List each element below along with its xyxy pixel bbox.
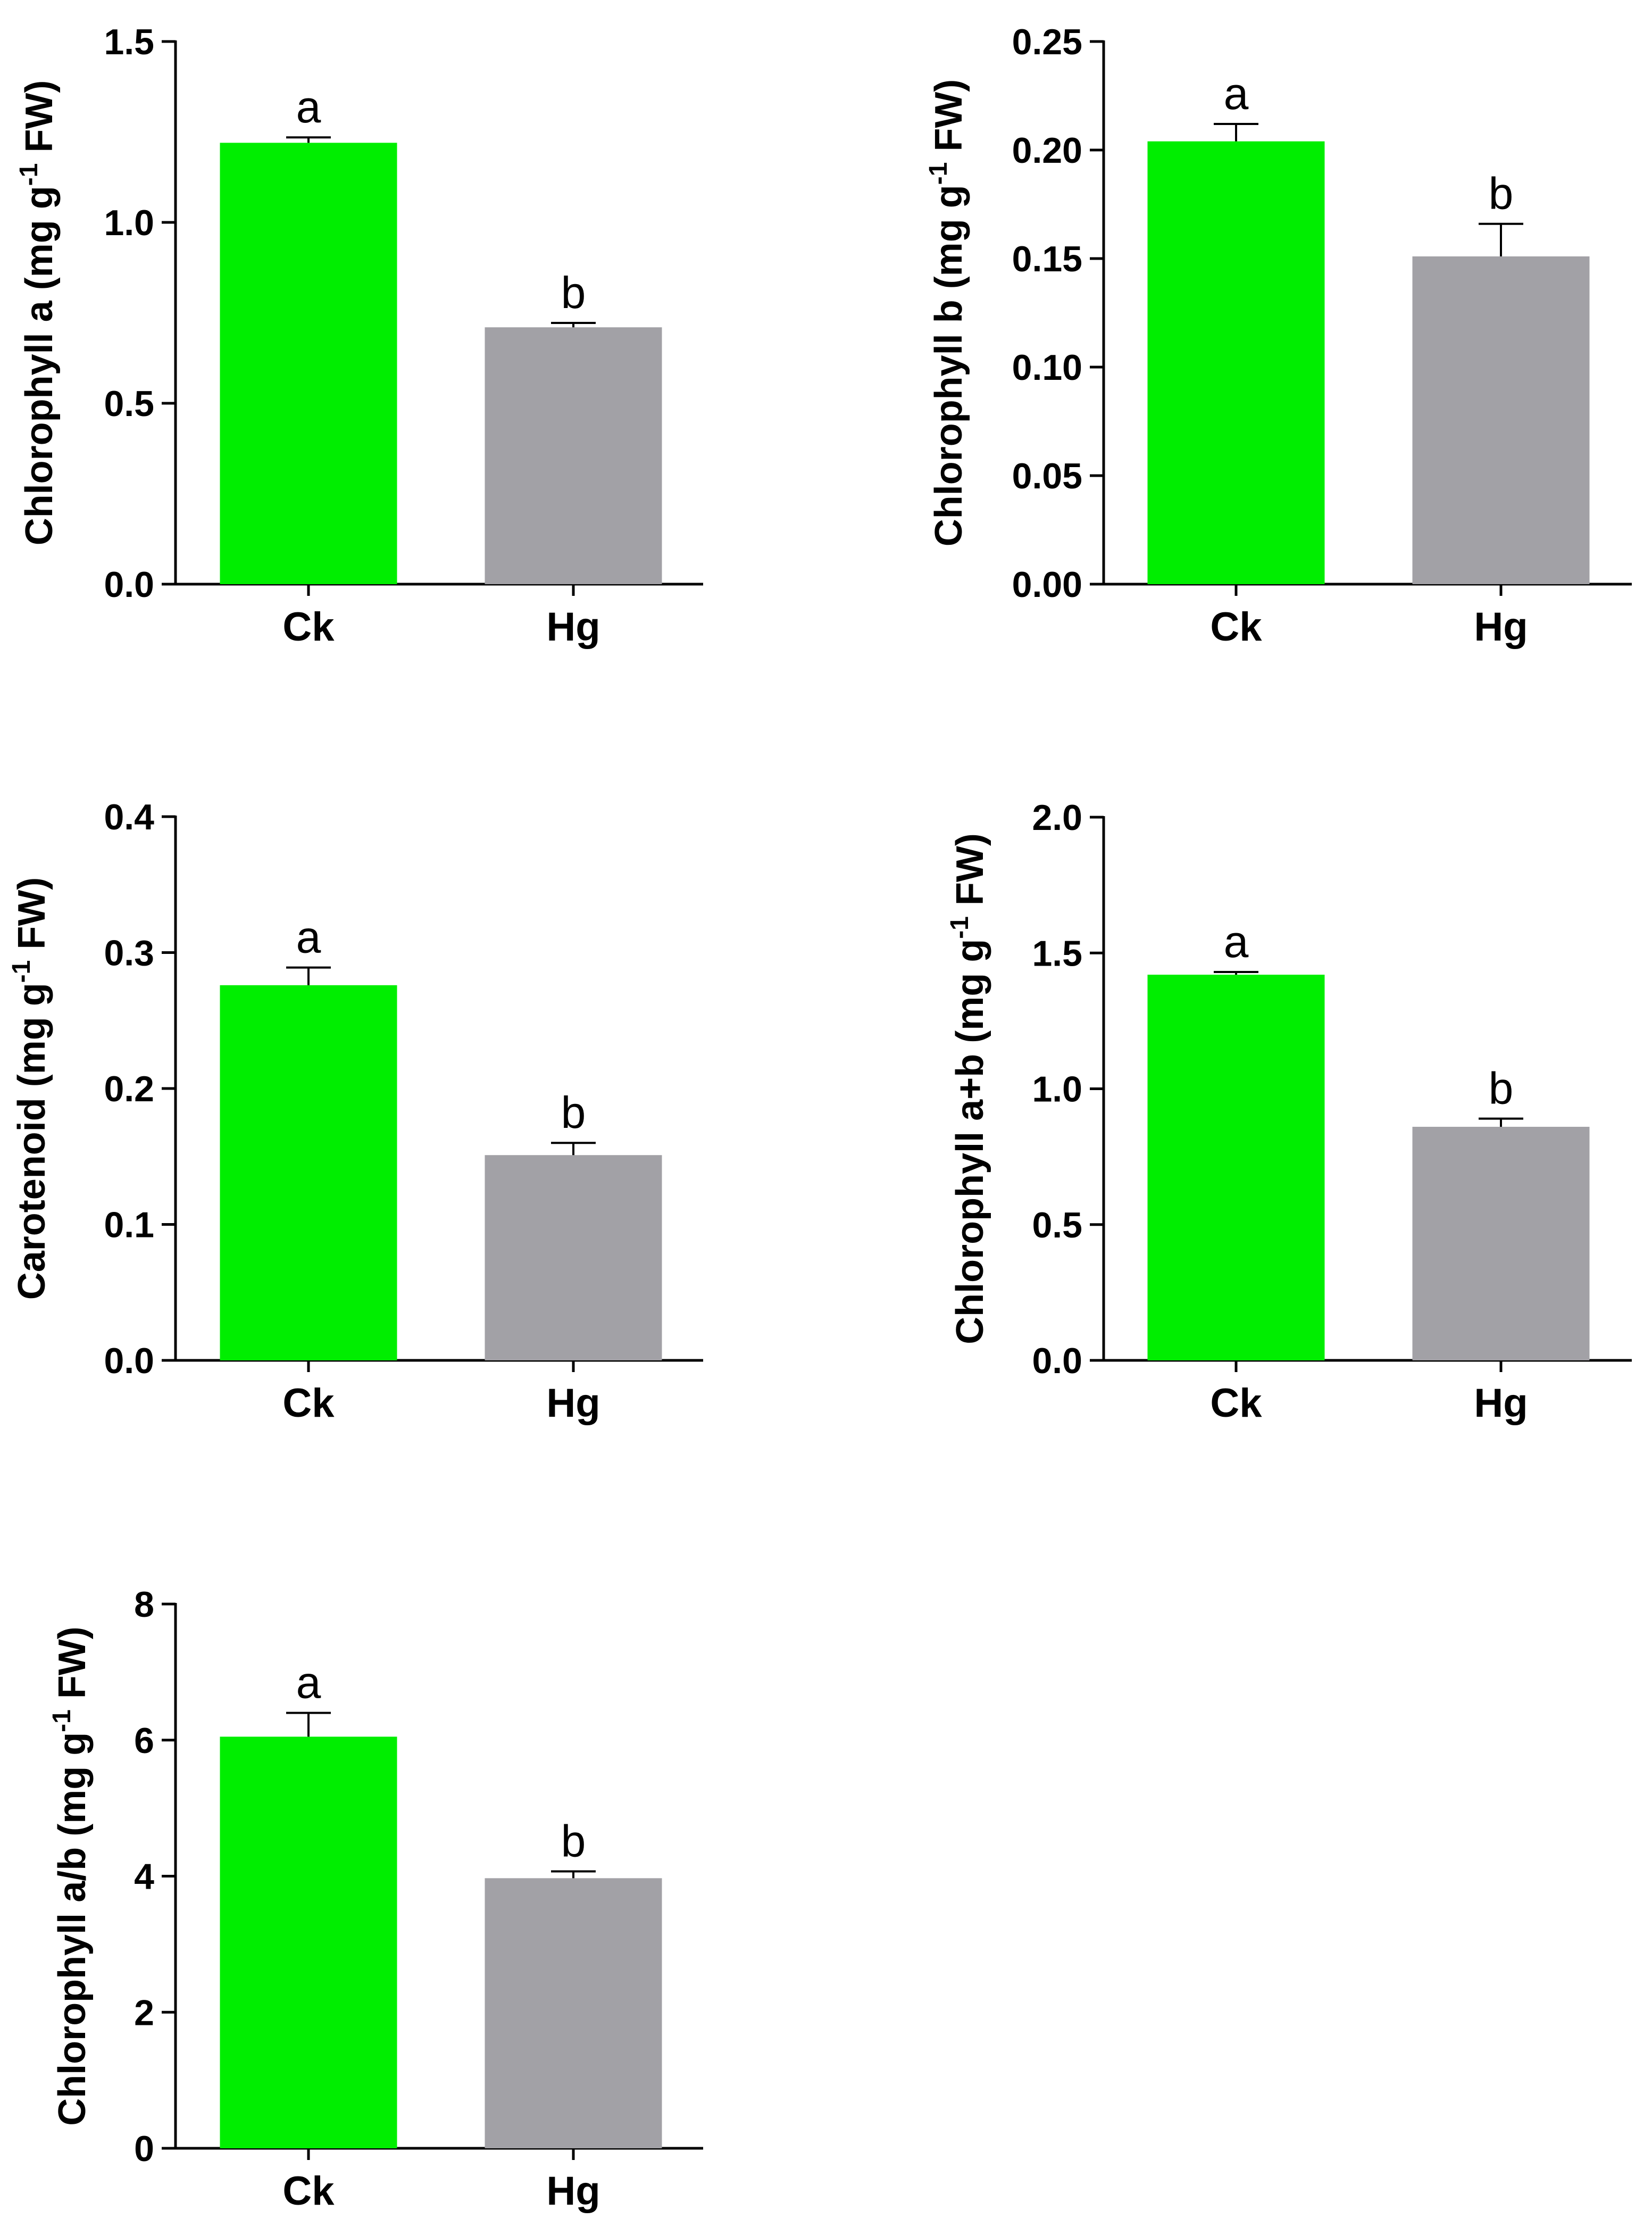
significance-letter: b: [561, 268, 586, 318]
x-tick-label-ck: Ck: [1210, 1381, 1262, 1426]
x-tick-label-ck: Ck: [282, 604, 335, 650]
x-tick-label-ck: Ck: [282, 1381, 335, 1426]
y-tick-label: 0.5: [104, 384, 154, 424]
y-axis-label: Chlorophyll a/b (mg g-1 FW): [48, 1626, 94, 2126]
y-tick-label: 0.1: [104, 1205, 154, 1245]
bar-hg: [1412, 1126, 1590, 1360]
y-tick-label: 0.00: [1012, 564, 1082, 605]
significance-letter: b: [561, 1816, 586, 1866]
y-tick-label: 0.3: [104, 933, 154, 974]
y-tick-label: 2.0: [1032, 797, 1082, 838]
y-tick-label: 0.20: [1012, 130, 1082, 171]
y-tick-label: 0.5: [1032, 1205, 1082, 1245]
y-tick-label: 8: [134, 1584, 154, 1625]
significance-letter: a: [296, 1658, 321, 1708]
y-tick-label: 4: [134, 1857, 154, 1897]
x-tick-label-hg: Hg: [1474, 604, 1528, 650]
x-tick-label-hg: Hg: [1474, 1381, 1528, 1426]
y-axis-label-tail: FW): [11, 877, 53, 960]
y-axis-label-tail: FW): [51, 1626, 94, 1709]
bar-hg: [485, 327, 662, 584]
bar-hg: [485, 1878, 662, 2148]
bar-hg: [1412, 256, 1590, 584]
y-tick-label: 1.5: [1032, 933, 1082, 974]
y-axis-label: Chlorophyll a (mg g-1 FW): [15, 80, 61, 546]
y-tick-label: 0.25: [1012, 22, 1082, 62]
significance-letter: a: [296, 912, 321, 962]
y-tick-label: 2: [134, 1992, 154, 2033]
significance-letter: a: [296, 82, 321, 132]
bar-ck: [1147, 975, 1325, 1360]
y-tick-label: 0: [134, 2129, 154, 2169]
y-axis-label-superscript: -1: [946, 916, 974, 939]
y-axis-label-superscript: -1: [15, 163, 43, 186]
bar-ck: [1147, 141, 1325, 584]
significance-letter: b: [561, 1087, 586, 1137]
y-tick-label: 0.4: [104, 797, 154, 837]
significance-letter: b: [1489, 1064, 1514, 1114]
y-tick-label: 6: [134, 1721, 154, 1761]
y-axis-label-tail: FW): [18, 80, 61, 163]
y-tick-label: 0.05: [1012, 456, 1082, 496]
bar-ck: [220, 143, 397, 584]
y-axis-label: Carotenoid (mg g-1 FW): [7, 877, 53, 1300]
y-axis-label-tail: FW): [949, 833, 991, 916]
significance-letter: a: [1224, 69, 1249, 119]
y-axis-label: Chlorophyll b (mg g-1 FW): [924, 79, 970, 547]
x-tick-label-ck: Ck: [282, 2168, 335, 2214]
y-tick-label: 0.2: [104, 1069, 154, 1109]
chart-panel-5: 0 2 4 6 8 Ck a Hg b Chlorophyll a/b (mg g-1 FW): [48, 1584, 703, 2214]
y-tick-label: 0.0: [104, 564, 154, 605]
y-tick-label: 1.0: [104, 203, 154, 243]
y-tick-label: 0.15: [1012, 239, 1082, 279]
y-axis-label-main: Chlorophyll a/b (mg g: [51, 1732, 94, 2126]
x-tick-label-hg: Hg: [546, 604, 600, 650]
significance-letter: a: [1224, 917, 1249, 967]
x-tick-label-ck: Ck: [1210, 604, 1262, 650]
chart-panel-1: 0.0 0.5 1.0 1.5 Ck a Hg b Chlorophyll a (mg g-1 …: [15, 22, 703, 650]
bar-ck: [220, 985, 397, 1360]
x-tick-label-hg: Hg: [546, 1381, 600, 1426]
y-tick-label: 0.0: [1032, 1341, 1082, 1381]
bar-ck: [220, 1737, 397, 2148]
chart-panel-4: 0.0 0.5 1.0 1.5 2.0 Ck a Hg b Chlorophyll a+b (mg…: [946, 797, 1632, 1426]
y-axis-label-main: Chlorophyll a+b (mg g: [949, 939, 991, 1344]
y-tick-label: 1.5: [104, 22, 154, 62]
chart-panel-2: 0.00 0.05 0.10 0.15 0.20 0.25 Ck a Hg b Chlorophyl…: [924, 22, 1632, 650]
y-axis-label-tail: FW): [928, 79, 970, 162]
y-axis-label-superscript: -1: [924, 162, 953, 185]
bar-hg: [485, 1155, 662, 1360]
y-axis-label: Chlorophyll a+b (mg g-1 FW): [946, 833, 991, 1344]
y-axis-label-superscript: -1: [48, 1709, 76, 1732]
y-tick-label: 1.0: [1032, 1069, 1082, 1110]
y-tick-label: 0.10: [1012, 347, 1082, 388]
y-axis-label-superscript: -1: [7, 960, 36, 983]
chart-panel-3: 0.0 0.1 0.2 0.3 0.4 Ck a Hg b Carotenoid (mg g-1 …: [7, 797, 703, 1426]
y-axis-label-main: Carotenoid (mg g: [11, 983, 53, 1300]
significance-letter: b: [1489, 169, 1514, 219]
x-tick-label-hg: Hg: [546, 2168, 600, 2214]
y-axis-label-main: Chlorophyll a (mg g: [18, 186, 61, 545]
y-axis-label-main: Chlorophyll b (mg g: [928, 185, 970, 546]
y-tick-label: 0.0: [104, 1341, 154, 1381]
